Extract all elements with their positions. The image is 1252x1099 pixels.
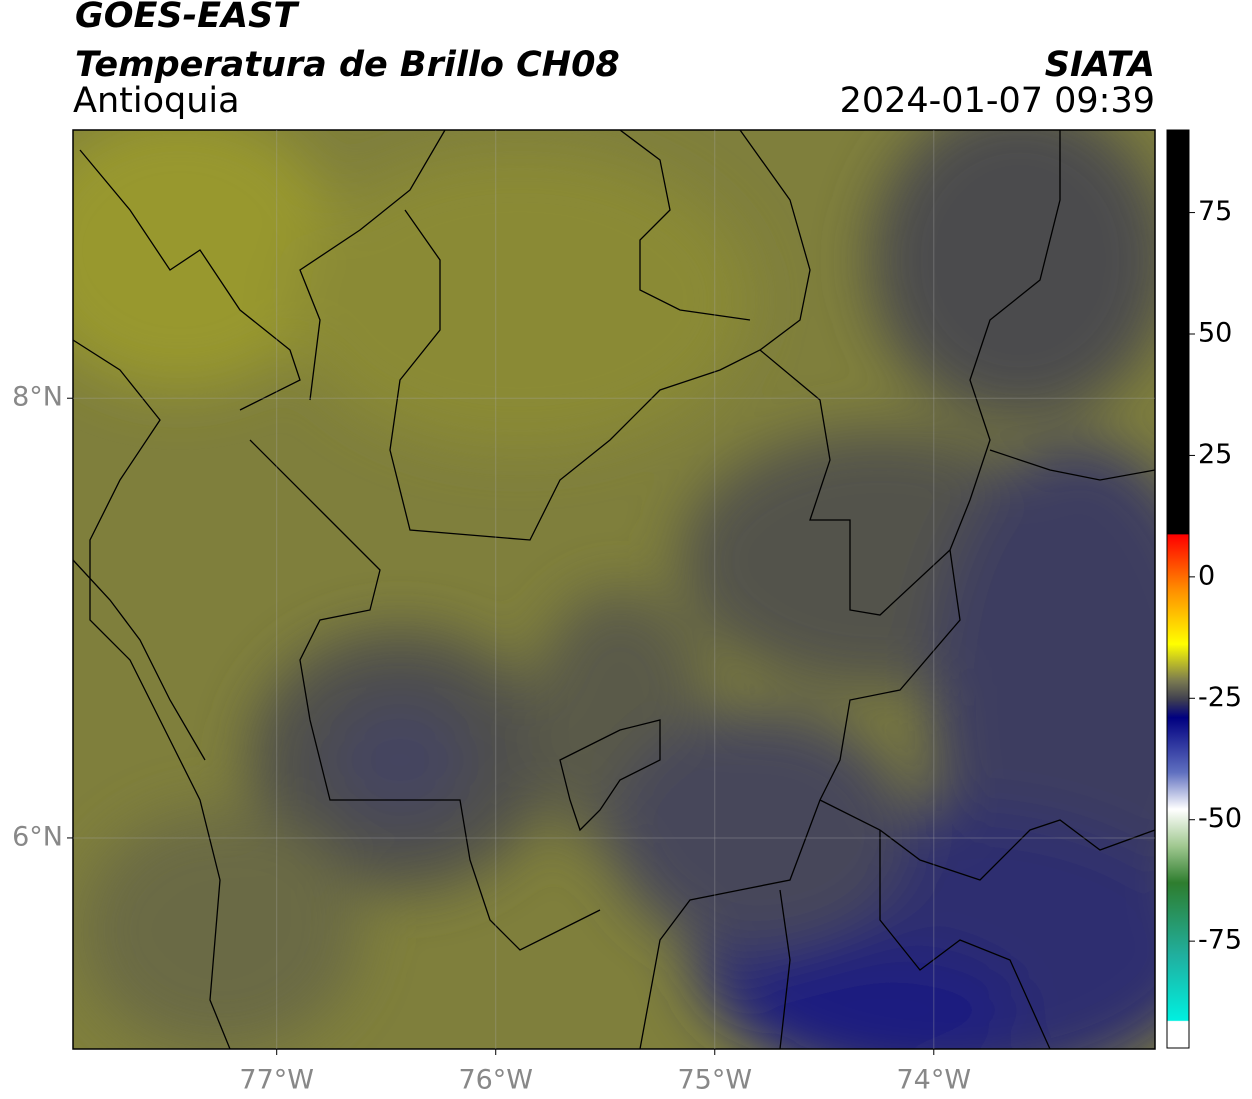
colorbar-tick-label: 25	[1198, 439, 1232, 470]
colorbar-tick-label: 0	[1198, 560, 1215, 591]
x-tick-label: 77°W	[239, 1065, 314, 1096]
source: SIATA	[1045, 45, 1155, 85]
title: GOES-EAST	[75, 0, 300, 36]
colorbar-tick-label: -25	[1198, 682, 1242, 713]
x-tick-label: 74°W	[897, 1065, 972, 1096]
region: Antioquia	[73, 81, 240, 121]
y-tick-label: 6°N	[12, 821, 63, 852]
x-tick-label: 75°W	[677, 1065, 752, 1096]
map-frame	[72, 129, 1156, 1050]
colorbar	[1166, 129, 1190, 1049]
colorbar-tick-label: 75	[1198, 196, 1232, 227]
map-image	[73, 130, 1155, 1049]
colorbar-tick-label: 50	[1198, 318, 1232, 349]
colorbar-tick-label: -50	[1198, 803, 1242, 834]
timestamp: 2024-01-07 09:39	[840, 81, 1155, 121]
y-tick-label: 8°N	[12, 382, 63, 413]
subtitle: Temperatura de Brillo CH08	[75, 45, 620, 85]
colorbar-tick-label: -75	[1198, 925, 1242, 956]
x-tick-label: 76°W	[458, 1065, 533, 1096]
